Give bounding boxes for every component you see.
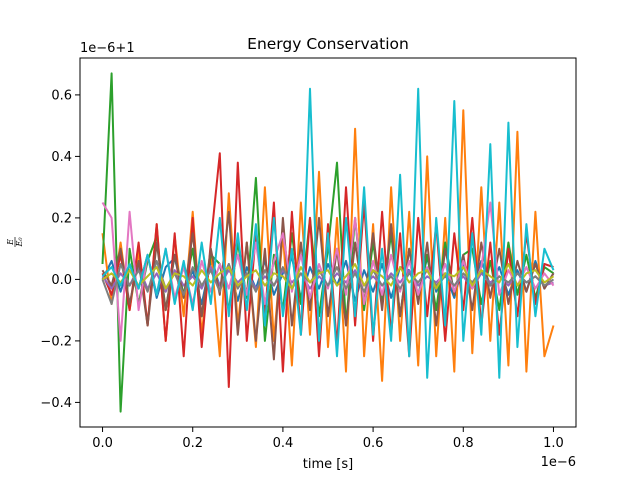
y-tick-label: 0.4 bbox=[51, 150, 72, 165]
x-axis-offset-label: 1e−6 bbox=[541, 455, 576, 470]
series-line-6 bbox=[101, 210, 555, 361]
y-tick-label: 0.2 bbox=[51, 211, 72, 226]
x-axis-label: time [s] bbox=[303, 457, 353, 472]
series-layer bbox=[101, 72, 555, 413]
x-tick-label: 1.0 bbox=[543, 436, 564, 451]
x-tick-label: 0.4 bbox=[273, 436, 294, 451]
y-tick-label: −0.2 bbox=[40, 334, 72, 349]
series-line-10 bbox=[101, 87, 555, 379]
series-line-9 bbox=[101, 263, 555, 290]
y-tick-label: −0.4 bbox=[40, 396, 72, 411]
x-tick-label: 0.6 bbox=[363, 436, 384, 451]
plot-area bbox=[79, 57, 577, 428]
axes-frame bbox=[79, 57, 577, 428]
y-axis-label: E E₀ bbox=[6, 237, 24, 248]
x-tick-label: 0.2 bbox=[182, 436, 203, 451]
x-axis-ticks: 0.0 0.2 0.4 0.6 0.8 1.0 bbox=[92, 427, 564, 451]
y-axis-label-denominator: E₀ bbox=[15, 237, 24, 248]
x-tick-label: 0.8 bbox=[453, 436, 474, 451]
y-tick-label: 0.0 bbox=[51, 273, 72, 288]
y-axis-ticks: −0.4 −0.2 0.0 0.2 0.4 0.6 bbox=[40, 88, 80, 411]
y-tick-label: 0.6 bbox=[51, 88, 72, 103]
x-tick-label: 0.0 bbox=[92, 436, 113, 451]
chart-title: Energy Conservation bbox=[247, 35, 409, 53]
y-axis-offset-label: 1e−6+1 bbox=[80, 41, 135, 56]
y-axis-label-numerator: E bbox=[6, 239, 15, 246]
